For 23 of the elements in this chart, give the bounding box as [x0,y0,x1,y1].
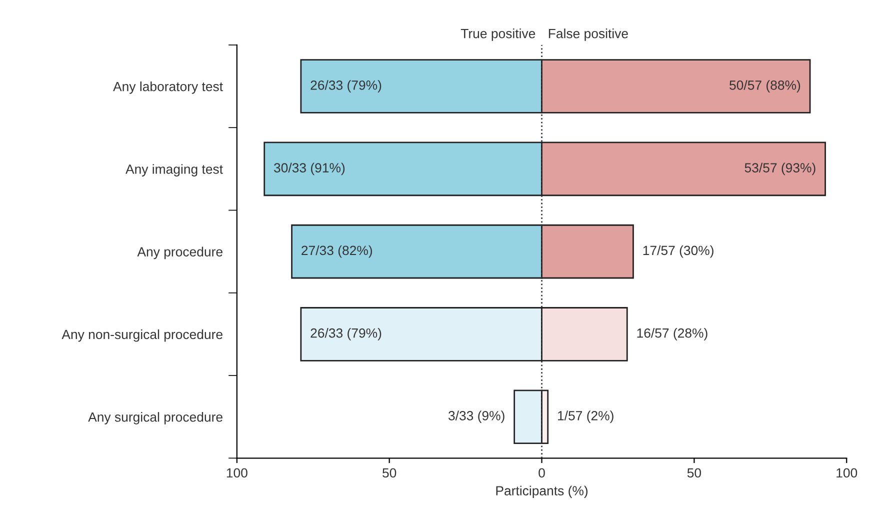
data-label: 1/57 (2%) [558,410,614,423]
y-tick-label: Any procedure [137,246,222,260]
data-label: 26/33 (79%) [310,80,382,92]
y-tick-label: Any surgical procedure [88,412,222,424]
x-axis-title: Participants (%) [496,486,588,498]
y-tick-label: Any laboratory test [113,82,223,94]
data-label: 50/57 (88%) [730,80,800,92]
x-tick-label: 50 [687,468,702,478]
series-label: True positive [460,28,536,41]
data-label: 3/33 (9%) [448,410,504,423]
data-label: 17/57 (30%) [643,245,714,258]
data-label: 53/57 (93%) [744,162,816,176]
x-tick-label: 0 [538,468,545,478]
data-label: 30/33 (91%) [274,162,345,176]
data-label: 26/33 (79%) [310,328,382,340]
series-label: False positive [548,28,628,41]
x-tick-label: 100 [226,468,248,478]
x-tick-label: 100 [836,468,858,478]
y-tick-label: Any non-surgical procedure [62,329,222,342]
x-tick-label: 50 [382,468,396,478]
y-tick-label: Any imaging test [126,164,223,176]
data-label: 27/33 (82%) [302,245,372,258]
data-label: 16/57 (28%) [637,328,708,340]
